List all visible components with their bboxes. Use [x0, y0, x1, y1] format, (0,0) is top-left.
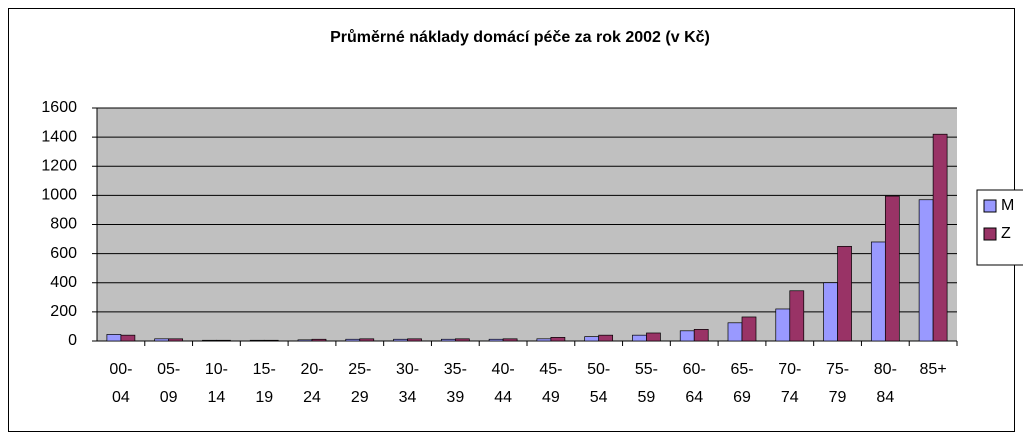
- y-tick-label: 1600: [41, 99, 77, 116]
- legend-label: Z: [1001, 225, 1011, 242]
- x-tick-label: 09: [160, 389, 178, 406]
- y-tick-label: 1200: [41, 157, 77, 174]
- bar: [393, 338, 408, 342]
- x-tick-label: 19: [255, 389, 273, 406]
- x-tick-label: 39: [446, 389, 464, 406]
- x-tick-label: 14: [208, 389, 226, 406]
- x-tick-label: 49: [542, 389, 560, 406]
- bar: [646, 332, 661, 342]
- x-tick-label: 29: [351, 389, 369, 406]
- x-tick-label: 74: [781, 389, 799, 406]
- x-tick-label: 80-: [874, 361, 897, 378]
- bar: [870, 241, 886, 342]
- x-tick-label: 50-: [587, 361, 610, 378]
- chart-title: Průměrné náklady domácí péče za rok 2002…: [330, 29, 710, 46]
- bar: [884, 195, 900, 342]
- bar: [502, 338, 518, 342]
- y-tick-label: 800: [50, 216, 77, 233]
- bar: [168, 338, 184, 342]
- x-tick-label: 35-: [444, 361, 467, 378]
- x-tick-label: 60-: [683, 361, 706, 378]
- legend-swatch: [983, 199, 997, 213]
- bar: [249, 339, 265, 342]
- bar: [407, 338, 422, 342]
- bar: [789, 290, 805, 342]
- x-tick-label: 70-: [778, 361, 801, 378]
- x-tick-label: 79: [829, 389, 847, 406]
- bar: [632, 334, 647, 342]
- x-tick-label: 64: [685, 389, 703, 406]
- x-tick-label: 69: [733, 389, 751, 406]
- y-tick-label: 1000: [41, 187, 77, 204]
- bar: [345, 338, 361, 342]
- x-tick-label: 00-: [109, 361, 132, 378]
- x-tick-label: 04: [112, 389, 130, 406]
- bar: [297, 339, 313, 342]
- x-tick-label: 85+: [920, 361, 947, 378]
- x-tick-label: 40-: [492, 361, 515, 378]
- x-tick-label: 05-: [157, 361, 180, 378]
- x-tick-label: 10-: [205, 361, 228, 378]
- bar: [918, 199, 934, 342]
- x-tick-label: 59: [638, 389, 656, 406]
- bar: [106, 334, 122, 342]
- y-tick-label: 200: [50, 303, 77, 320]
- bar: [359, 338, 375, 342]
- bar: [488, 338, 504, 342]
- bar: [584, 336, 600, 342]
- x-tick-label: 55-: [635, 361, 658, 378]
- bar: [598, 334, 614, 342]
- bar: [154, 338, 170, 342]
- legend-swatch: [983, 227, 997, 241]
- x-tick-label: 84: [876, 389, 894, 406]
- bar: [775, 308, 791, 342]
- x-tick-label: 44: [494, 389, 512, 406]
- y-tick-label: 0: [68, 332, 77, 349]
- bar: [311, 338, 327, 342]
- bar: [932, 133, 948, 342]
- x-tick-label: 25-: [348, 361, 371, 378]
- x-tick-label: 30-: [396, 361, 419, 378]
- bar: [727, 322, 743, 342]
- bar: [837, 245, 852, 342]
- x-tick-label: 65-: [730, 361, 753, 378]
- bar: [440, 338, 456, 342]
- y-tick-label: 600: [50, 245, 77, 262]
- bar: [120, 334, 136, 342]
- y-tick-label: 1400: [41, 128, 77, 145]
- bar: [263, 339, 279, 342]
- x-tick-label: 24: [303, 389, 321, 406]
- bar: [741, 316, 757, 342]
- bar: [693, 329, 709, 342]
- bar: [202, 339, 217, 342]
- x-tick-label: 15-: [253, 361, 276, 378]
- x-tick-label: 75-: [826, 361, 849, 378]
- legend-label: M: [1001, 197, 1014, 214]
- x-tick-label: 34: [399, 389, 417, 406]
- x-tick-label: 54: [590, 389, 608, 406]
- bar: [454, 338, 470, 342]
- y-tick-label: 400: [50, 274, 77, 291]
- bar: [216, 339, 231, 342]
- bar: [536, 338, 552, 342]
- x-tick-label: 45-: [539, 361, 562, 378]
- bar: [550, 337, 566, 342]
- bar: [679, 330, 695, 342]
- x-tick-label: 20-: [300, 361, 323, 378]
- bar: [823, 282, 838, 342]
